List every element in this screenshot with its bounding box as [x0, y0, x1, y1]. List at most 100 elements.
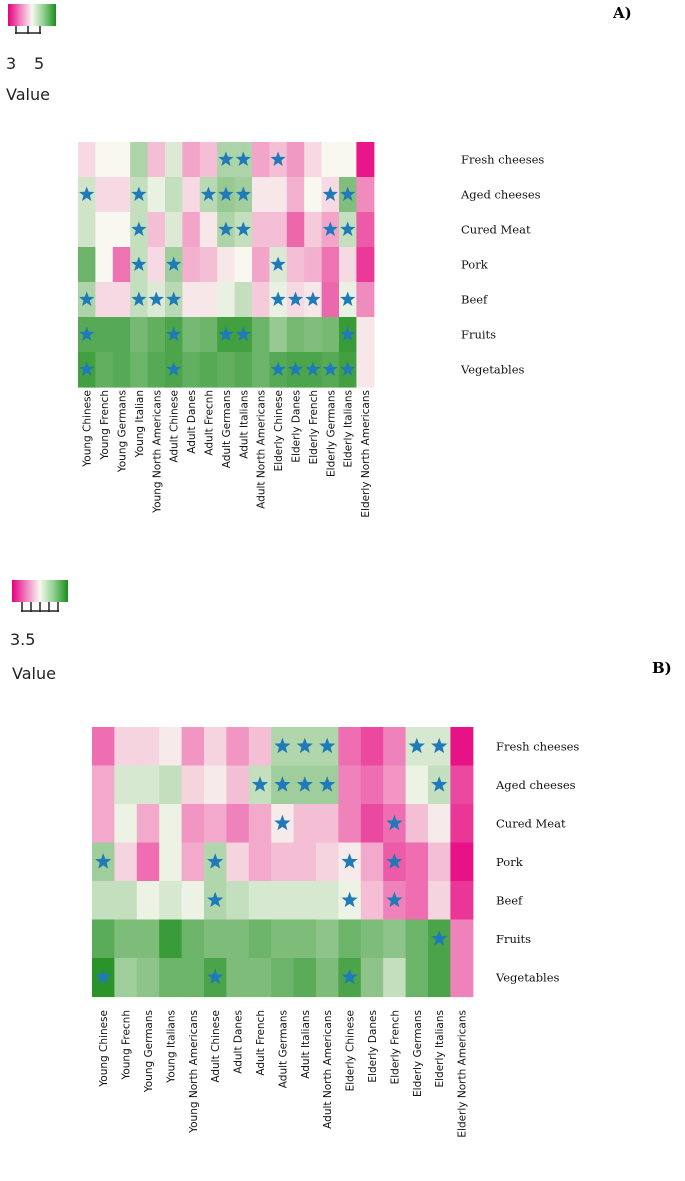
significance-star: [95, 853, 112, 869]
significance-star: [274, 776, 291, 792]
heatmap-cell: [226, 919, 250, 959]
heatmap-cell: [112, 247, 131, 283]
significance-star: [386, 814, 403, 831]
legend-b-colorbar: [12, 580, 68, 602]
row-label: Cured Meat: [461, 223, 531, 237]
heatmap-cell: [217, 282, 236, 318]
heatmap-cell: [226, 881, 250, 921]
significance-star: [341, 853, 358, 869]
heatmap-cell: [199, 317, 218, 353]
significance-star: [319, 737, 336, 754]
column-label: Young Chinese: [82, 390, 94, 468]
heatmap-cell: [269, 317, 288, 353]
heatmap-cell: [304, 142, 323, 178]
heatmap-cell: [95, 177, 114, 213]
column-label: Young Italian: [134, 390, 146, 458]
significance-star: [166, 361, 182, 376]
significance-star: [218, 151, 234, 166]
column-label: Elderly North Americans: [457, 1010, 469, 1138]
significance-star: [207, 968, 224, 985]
heatmap-cell: [293, 958, 317, 998]
heatmap-cell: [114, 881, 138, 921]
heatmap-cell: [321, 282, 340, 318]
heatmap-cell: [95, 142, 114, 178]
heatmap-cell: [226, 842, 250, 882]
significance-star: [200, 186, 217, 201]
legend-a-ticks: [15, 26, 41, 34]
heatmap-cell: [356, 247, 375, 283]
heatmap-cell: [181, 919, 205, 959]
row-label: Aged cheeses: [460, 188, 541, 202]
column-label: Adult Chinese: [169, 390, 181, 463]
significance-star: [235, 151, 251, 166]
heatmap-cell: [321, 247, 340, 283]
column-label: Elderly French: [308, 390, 320, 464]
heatmap-cell: [159, 804, 183, 844]
significance-star: [166, 326, 182, 341]
significance-star: [207, 853, 224, 869]
heatmap-cell: [114, 919, 138, 959]
heatmap-cell: [136, 881, 160, 921]
heatmap-cell: [428, 842, 451, 882]
row-label: Aged cheeses: [495, 778, 576, 792]
column-label: Elderly Danes: [367, 1010, 379, 1083]
heatmap-cell: [271, 842, 295, 882]
significance-star: [408, 737, 425, 754]
heatmap-cell: [360, 804, 384, 844]
heatmap-cell: [226, 804, 250, 844]
significance-star: [218, 326, 234, 341]
heatmap-cell: [181, 842, 205, 882]
significance-star: [340, 186, 356, 201]
column-label: Adult Italians: [300, 1010, 312, 1079]
heatmap-cell: [95, 282, 114, 318]
heatmap-cell: [339, 142, 357, 178]
column-label: Adult Frecnh: [204, 390, 216, 456]
heatmap-cell: [204, 804, 227, 844]
heatmap-cell: [159, 727, 183, 767]
significance-star: [235, 186, 251, 201]
heatmap-cell: [450, 727, 474, 767]
legend-b-tick-3-5: 3.5: [10, 630, 36, 649]
column-label: Young Germans: [117, 390, 129, 473]
heatmap-cell: [360, 958, 384, 998]
significance-star: [95, 968, 112, 985]
heatmap-cell: [405, 842, 429, 882]
heatmap-cell: [199, 247, 218, 283]
significance-star: [270, 256, 286, 271]
heatmap-cell: [147, 142, 166, 178]
row-label: Beef: [496, 893, 523, 907]
column-label: Adult Danes: [186, 390, 198, 454]
heatmap-cell: [286, 177, 305, 213]
heatmap-cell: [95, 212, 114, 248]
heatmap-cell: [226, 727, 250, 767]
heatmap-cell: [356, 142, 375, 178]
heatmap-cell: [321, 317, 340, 353]
column-label: Adult Italians: [238, 390, 250, 459]
heatmap-cell: [182, 212, 201, 248]
heatmap-cell: [304, 247, 323, 283]
heatmap-cell: [286, 212, 305, 248]
column-label: Young Italians: [165, 1010, 177, 1084]
significance-star: [270, 151, 286, 166]
heatmap-cell: [248, 842, 272, 882]
significance-star: [79, 326, 95, 341]
heatmap-cell: [217, 247, 236, 283]
heatmap-cell: [286, 142, 305, 178]
row-label: Fruits: [496, 932, 531, 946]
legend-b-ticks: [21, 602, 59, 612]
heatmap-cell: [450, 842, 474, 882]
heatmap-cell: [405, 919, 429, 959]
row-label: Vegetables: [460, 363, 525, 377]
heatmap-cell: [405, 804, 429, 844]
heatmap-cell: [114, 804, 138, 844]
column-label: Elderly Chinese: [273, 390, 285, 471]
heatmap-cell: [383, 958, 407, 998]
significance-star: [270, 291, 286, 306]
heatmap-cell: [360, 881, 384, 921]
heatmap-cell: [130, 317, 149, 353]
significance-star: [131, 256, 147, 271]
heatmap-cell: [92, 881, 115, 921]
heatmap-cell: [181, 727, 205, 767]
heatmap-cell: [136, 842, 160, 882]
heatmap-a: Fresh cheeses Aged cheeses Cured Meat Pork B…: [78, 142, 544, 518]
